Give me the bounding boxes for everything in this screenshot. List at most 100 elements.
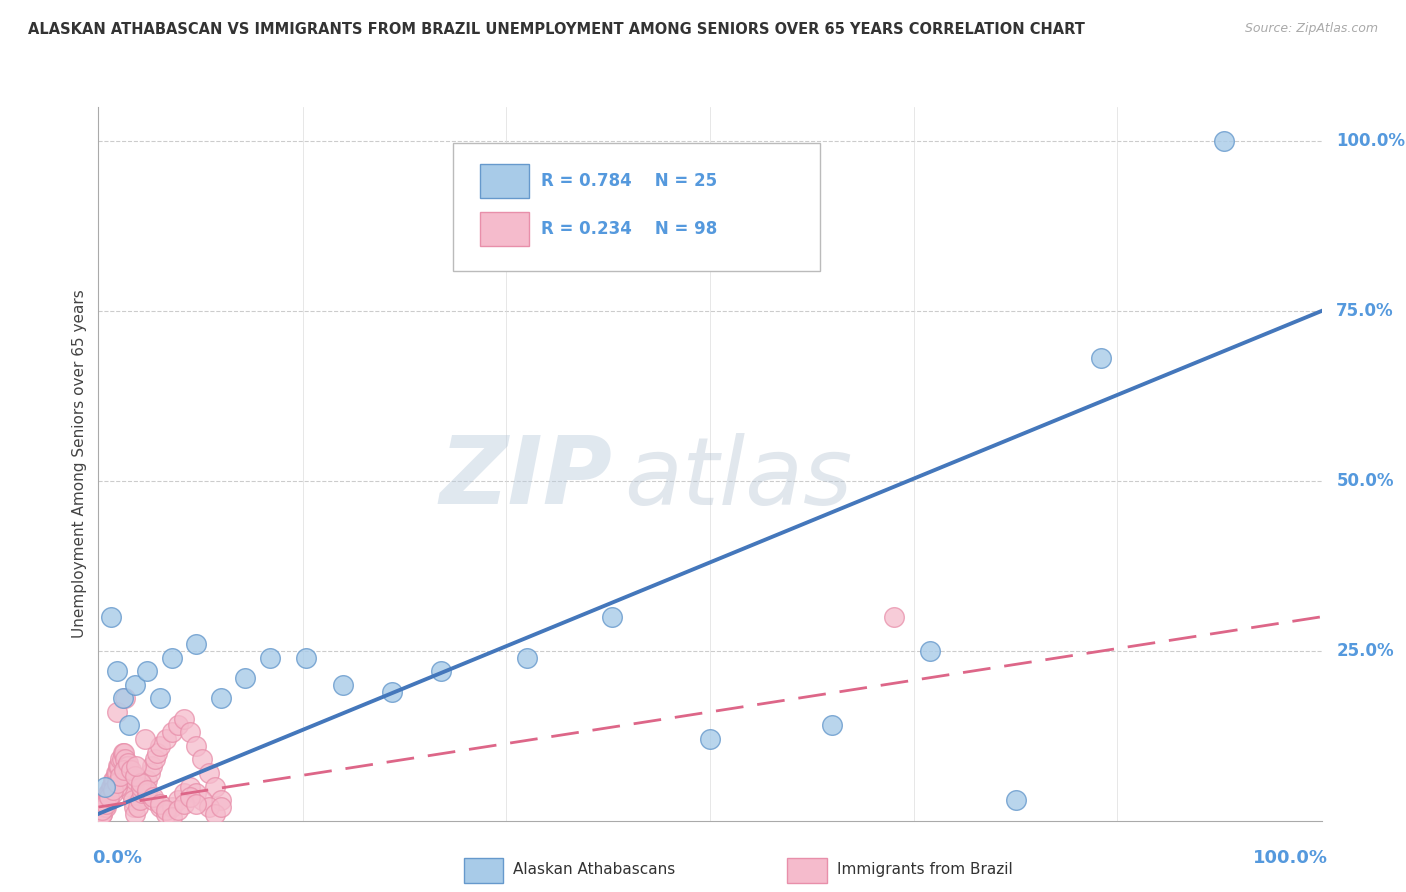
Point (191, 793, 214, 807)
FancyBboxPatch shape (479, 164, 529, 198)
Point (179, 789, 201, 804)
Text: 100.0%: 100.0% (1253, 849, 1327, 867)
Point (134, 780, 156, 794)
Y-axis label: Unemployment Among Seniors over 65 years: Unemployment Among Seniors over 65 years (72, 290, 87, 638)
Text: 100.0%: 100.0% (1336, 132, 1406, 150)
Point (167, 718, 190, 732)
Point (1212, 134, 1234, 148)
Point (149, 739, 172, 753)
Point (173, 797, 195, 811)
Text: Source: ZipAtlas.com: Source: ZipAtlas.com (1244, 22, 1378, 36)
Point (122, 800, 145, 814)
Point (142, 789, 165, 804)
Point (112, 746, 135, 760)
Point (209, 793, 232, 807)
Point (155, 732, 177, 747)
Point (173, 712, 195, 726)
Text: 25.0%: 25.0% (1336, 641, 1393, 660)
Point (104, 766, 127, 780)
Point (110, 772, 132, 787)
Point (94, 797, 117, 811)
Point (105, 705, 128, 719)
Point (699, 732, 721, 747)
Point (233, 671, 256, 685)
Point (94, 793, 117, 807)
Point (107, 759, 129, 773)
Point (91, 804, 114, 818)
Point (197, 766, 219, 780)
Point (105, 766, 128, 780)
Point (111, 746, 134, 760)
Point (1090, 351, 1112, 366)
Point (120, 763, 142, 777)
Text: 50.0%: 50.0% (1336, 472, 1393, 490)
Point (125, 759, 148, 773)
Point (920, 644, 942, 658)
Point (191, 752, 214, 766)
Point (93, 780, 115, 794)
Point (179, 725, 201, 739)
Point (120, 780, 142, 794)
Point (160, 800, 183, 814)
Point (883, 609, 905, 624)
Point (101, 772, 124, 787)
Point (100, 609, 122, 624)
Point (98, 793, 121, 807)
Text: Alaskan Athabascans: Alaskan Athabascans (513, 863, 675, 877)
Point (124, 769, 146, 783)
Point (186, 637, 208, 651)
Point (108, 759, 131, 773)
Point (141, 759, 163, 773)
Point (117, 759, 139, 773)
Point (186, 739, 208, 753)
Point (142, 793, 165, 807)
Point (136, 783, 159, 797)
Point (600, 609, 623, 624)
Point (295, 650, 318, 665)
Text: ALASKAN ATHABASCAN VS IMMIGRANTS FROM BRAZIL UNEMPLOYMENT AMONG SENIORS OVER 65 : ALASKAN ATHABASCAN VS IMMIGRANTS FROM BR… (28, 22, 1085, 37)
Point (120, 787, 142, 801)
Point (139, 766, 162, 780)
Point (105, 780, 128, 794)
Point (146, 746, 169, 760)
Point (381, 684, 404, 698)
Point (129, 776, 152, 790)
Text: 75.0%: 75.0% (1336, 301, 1393, 320)
Point (101, 780, 124, 794)
Point (110, 752, 132, 766)
Point (143, 752, 166, 766)
Point (97, 787, 120, 801)
Point (100, 780, 122, 794)
Point (167, 804, 190, 818)
Point (259, 650, 281, 665)
FancyBboxPatch shape (453, 143, 820, 271)
Point (111, 691, 134, 706)
Point (167, 793, 190, 807)
Point (98, 787, 121, 801)
Point (114, 691, 136, 706)
Point (91, 806, 114, 821)
Point (121, 793, 143, 807)
Point (120, 766, 142, 780)
Point (129, 793, 152, 807)
Point (112, 763, 135, 777)
Point (103, 772, 125, 787)
Point (118, 718, 141, 732)
Point (149, 797, 172, 811)
Point (127, 800, 149, 814)
Point (186, 787, 208, 801)
Point (111, 752, 134, 766)
Point (1004, 793, 1026, 807)
Point (124, 678, 146, 692)
Text: Immigrants from Brazil: Immigrants from Brazil (837, 863, 1012, 877)
Text: 0.0%: 0.0% (93, 849, 142, 867)
Point (821, 718, 844, 732)
Point (160, 810, 183, 824)
Point (515, 650, 537, 665)
Point (94, 800, 117, 814)
Point (129, 780, 152, 794)
Point (160, 650, 183, 665)
Point (90, 806, 112, 821)
Point (101, 787, 124, 801)
Point (105, 776, 128, 790)
